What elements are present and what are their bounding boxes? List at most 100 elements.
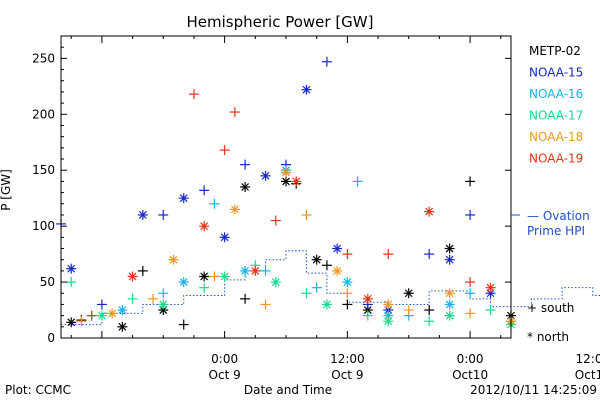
north-point <box>158 299 169 310</box>
y-tick-label: 200 <box>32 107 55 121</box>
south-point <box>465 176 476 187</box>
south-point <box>301 209 312 220</box>
south-point <box>158 209 169 220</box>
south-point <box>137 265 148 276</box>
x-tick-label-time: 0:00 <box>457 352 484 366</box>
x-tick-label-time: 12:00 <box>576 352 600 366</box>
south-point <box>424 316 435 327</box>
legend-entry: NOAA-15 <box>529 66 583 80</box>
north-point <box>444 254 455 265</box>
north-point <box>168 254 179 265</box>
south-point <box>301 288 312 299</box>
north-point <box>332 265 343 276</box>
north-point <box>219 232 230 243</box>
south-point <box>342 299 353 310</box>
north-point <box>66 317 77 328</box>
north-point <box>117 321 128 332</box>
legend-ovation-line2: Prime HPI <box>527 224 585 238</box>
south-point <box>96 299 107 310</box>
north-point <box>178 277 189 288</box>
chart-title: Hemispheric Power [GW] <box>187 13 374 31</box>
north-point <box>383 299 394 310</box>
south-point <box>270 215 281 226</box>
north-point <box>250 265 261 276</box>
south-point <box>229 107 240 118</box>
south-point <box>424 249 435 260</box>
south-point <box>209 271 220 282</box>
north-point <box>281 176 291 187</box>
north-point <box>260 170 271 181</box>
north-point <box>321 299 332 310</box>
north-point <box>178 193 189 204</box>
north-point <box>444 288 455 299</box>
x-axis-label: Date and Time <box>244 383 332 397</box>
legend-entry: NOAA-16 <box>529 87 583 101</box>
north-point <box>240 182 251 192</box>
y-axis-label: P [GW] <box>0 169 13 211</box>
south-point <box>240 159 251 170</box>
south-point <box>148 293 159 304</box>
x-tick-label-time: 0:00 <box>211 352 238 366</box>
legend-entry: NOAA-17 <box>529 109 583 123</box>
south-point <box>485 305 496 316</box>
north-point <box>444 310 455 321</box>
south-point <box>260 299 271 310</box>
north-point <box>424 206 435 217</box>
south-point <box>465 277 476 288</box>
north-point <box>107 308 118 319</box>
south-point <box>86 310 97 321</box>
y-axis: 0 50 100 150 200 250 <box>32 46 511 345</box>
legend-entry: NOAA-18 <box>529 130 583 144</box>
south-point <box>199 185 210 196</box>
ovation-hpi-line <box>61 250 600 326</box>
north-point <box>96 310 107 321</box>
x-tick-label-date: Oct10 <box>452 368 488 382</box>
south-point <box>352 176 363 187</box>
legend-marker-south: + south <box>527 301 574 315</box>
south-point <box>383 249 394 260</box>
plot-frame <box>60 35 512 339</box>
south-point <box>199 282 210 293</box>
north-point <box>66 263 77 274</box>
south-point <box>219 145 230 156</box>
south-point <box>342 288 353 299</box>
north-point <box>362 293 373 304</box>
legend-entry: NOAA-19 <box>529 152 583 166</box>
south-point <box>465 308 476 319</box>
south-point <box>209 198 220 209</box>
south-point <box>321 260 332 271</box>
north-point <box>117 305 128 316</box>
y-tick-label: 50 <box>40 275 55 289</box>
north-point <box>485 282 496 293</box>
south-point <box>465 209 476 220</box>
data-points <box>56 56 516 332</box>
south-point <box>188 89 199 100</box>
ovation-hpi-path <box>61 250 600 326</box>
south-point <box>178 319 189 330</box>
south-point <box>260 265 271 276</box>
north-point <box>383 316 394 327</box>
south-point <box>465 288 476 299</box>
legend-ovation-line1: — Ovation <box>527 209 590 223</box>
north-point <box>444 243 455 254</box>
north-point <box>270 277 281 288</box>
south-point <box>66 277 77 288</box>
north-point <box>332 243 343 254</box>
legend-entry: METP-02 <box>529 44 581 58</box>
y-tick-label: 150 <box>32 163 55 177</box>
south-point <box>240 293 251 304</box>
north-point <box>229 204 240 215</box>
south-point <box>321 56 332 67</box>
north-point <box>127 271 138 282</box>
south-point <box>342 249 353 260</box>
x-tick-label-date: Oct10 <box>575 368 600 382</box>
footer-plot-credit: Plot: CCMC <box>5 383 71 397</box>
south-point <box>311 282 322 293</box>
y-tick-label: 250 <box>32 51 55 65</box>
south-point <box>362 310 373 321</box>
north-point <box>240 265 251 276</box>
x-tick-label-date: Oct 9 <box>331 368 363 382</box>
north-point <box>199 221 210 232</box>
